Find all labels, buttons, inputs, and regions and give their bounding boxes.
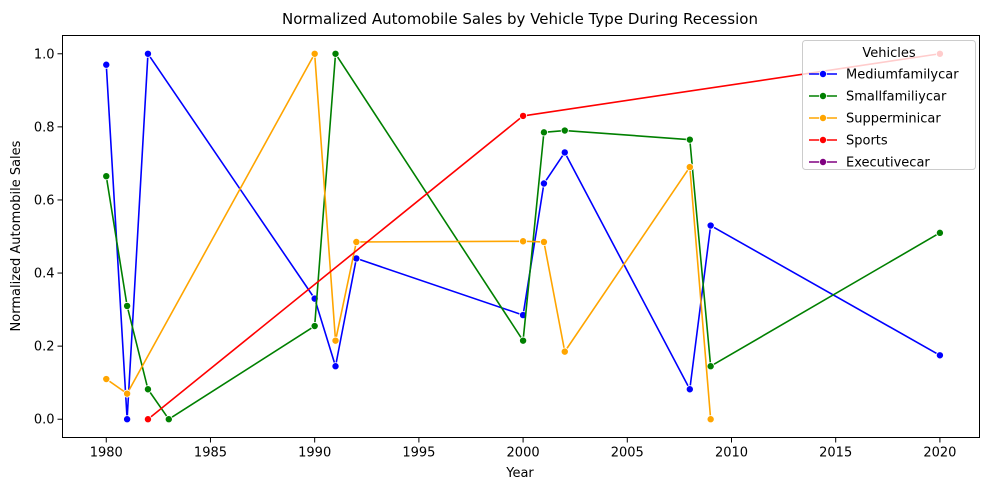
x-tick-label: 2005 (611, 446, 644, 461)
chart-title: Normalized Automobile Sales by Vehicle T… (282, 10, 758, 28)
y-axis-label: Normalized Automobile Sales (9, 140, 24, 331)
data-point-supperminicar (560, 347, 569, 356)
legend-marker-mediumfamilycar (819, 70, 828, 79)
legend-label-smallfamiliycar: Smallfamiliycar (846, 90, 947, 105)
legend: Vehicles Mediumfamilycar Smallfamiliycar S… (802, 40, 976, 171)
data-point-smallfamiliycar (539, 128, 548, 137)
data-point-supperminicar (706, 415, 715, 424)
data-point-supperminicar (310, 49, 319, 58)
x-tick-label: 2020 (923, 446, 956, 461)
y-tick-label: 0.2 (34, 340, 55, 355)
data-point-supperminicar (539, 237, 548, 246)
legend-marker-sports (819, 135, 828, 144)
series-line-supperminicar (105, 52, 712, 420)
legend-entry-executivecar: Executivecar (809, 156, 930, 171)
x-tick-label: 2010 (715, 446, 748, 461)
legend-entry-supperminicar: Supperminicar (809, 112, 941, 127)
series-line-mediumfamilycar (105, 52, 941, 421)
data-point-smallfamiliycar (706, 362, 715, 371)
series-smallfamiliycar (102, 49, 944, 424)
series-mediumfamilycar (102, 49, 944, 424)
series-layer (102, 49, 944, 424)
y-tick-label: 0.0 (34, 413, 55, 428)
legend-label-mediumfamilycar: Mediumfamilycar (846, 68, 959, 83)
legend-marker-executivecar (819, 157, 828, 166)
data-point-mediumfamilycar (143, 49, 152, 58)
data-point-smallfamiliycar (310, 322, 319, 331)
y-tick-label: 0.4 (34, 267, 55, 282)
legend-marker-supperminicar (819, 114, 828, 123)
legend-title: Vehicles (862, 46, 915, 61)
data-point-sports (519, 111, 528, 120)
x-tick-label: 2000 (507, 446, 540, 461)
legend-marker-smallfamiliycar (819, 92, 828, 101)
y-tick-label: 1.0 (34, 47, 55, 62)
legend-entry-smallfamiliycar: Smallfamiliycar (809, 90, 947, 105)
x-tick-label: 1985 (194, 446, 227, 461)
data-point-sports (143, 415, 152, 424)
legend-label-sports: Sports (846, 134, 888, 149)
data-point-mediumfamilycar (539, 179, 548, 188)
data-point-supperminicar (352, 237, 361, 246)
x-tick-label: 1995 (402, 446, 435, 461)
data-point-mediumfamilycar (560, 148, 569, 157)
x-tick-label: 1980 (90, 446, 123, 461)
y-axis-ticks: 0.0 0.2 0.4 0.6 0.8 1.0 (34, 47, 63, 428)
data-point-smallfamiliycar (102, 172, 111, 181)
data-point-smallfamiliycar (143, 385, 152, 394)
x-tick-label: 2015 (819, 446, 852, 461)
data-point-supperminicar (102, 375, 111, 384)
data-point-smallfamiliycar (935, 228, 944, 237)
y-tick-label: 0.8 (34, 120, 55, 135)
series-line-smallfamiliycar (105, 52, 941, 421)
data-point-mediumfamilycar (706, 221, 715, 230)
data-point-smallfamiliycar (164, 415, 173, 424)
y-tick-label: 0.6 (34, 193, 55, 208)
plot-area-frame (62, 35, 980, 438)
x-axis-label: Year (505, 466, 534, 481)
data-point-mediumfamilycar (935, 351, 944, 360)
legend-entry-sports: Sports (809, 134, 888, 149)
data-point-supperminicar (685, 163, 694, 172)
legend-frame (802, 40, 976, 170)
x-axis-ticks: 1980 1985 1990 1995 2000 2005 2010 2015 2020 (90, 437, 956, 461)
data-point-smallfamiliycar (685, 135, 694, 144)
data-point-smallfamiliycar (519, 336, 528, 345)
data-point-supperminicar (519, 237, 528, 246)
data-point-supperminicar (123, 389, 132, 398)
legend-label-executivecar: Executivecar (846, 156, 930, 171)
legend-entry-mediumfamilycar: Mediumfamilycar (809, 68, 959, 83)
legend-label-supperminicar: Supperminicar (846, 112, 941, 127)
data-point-mediumfamilycar (331, 362, 340, 371)
series-supperminicar (102, 49, 715, 424)
data-point-smallfamiliycar (331, 49, 340, 58)
data-point-smallfamiliycar (123, 301, 132, 310)
data-point-mediumfamilycar (685, 385, 694, 394)
data-point-smallfamiliycar (560, 126, 569, 135)
x-tick-label: 1990 (298, 446, 331, 461)
data-point-mediumfamilycar (102, 60, 111, 69)
data-point-supperminicar (331, 336, 340, 345)
data-point-mediumfamilycar (123, 415, 132, 424)
